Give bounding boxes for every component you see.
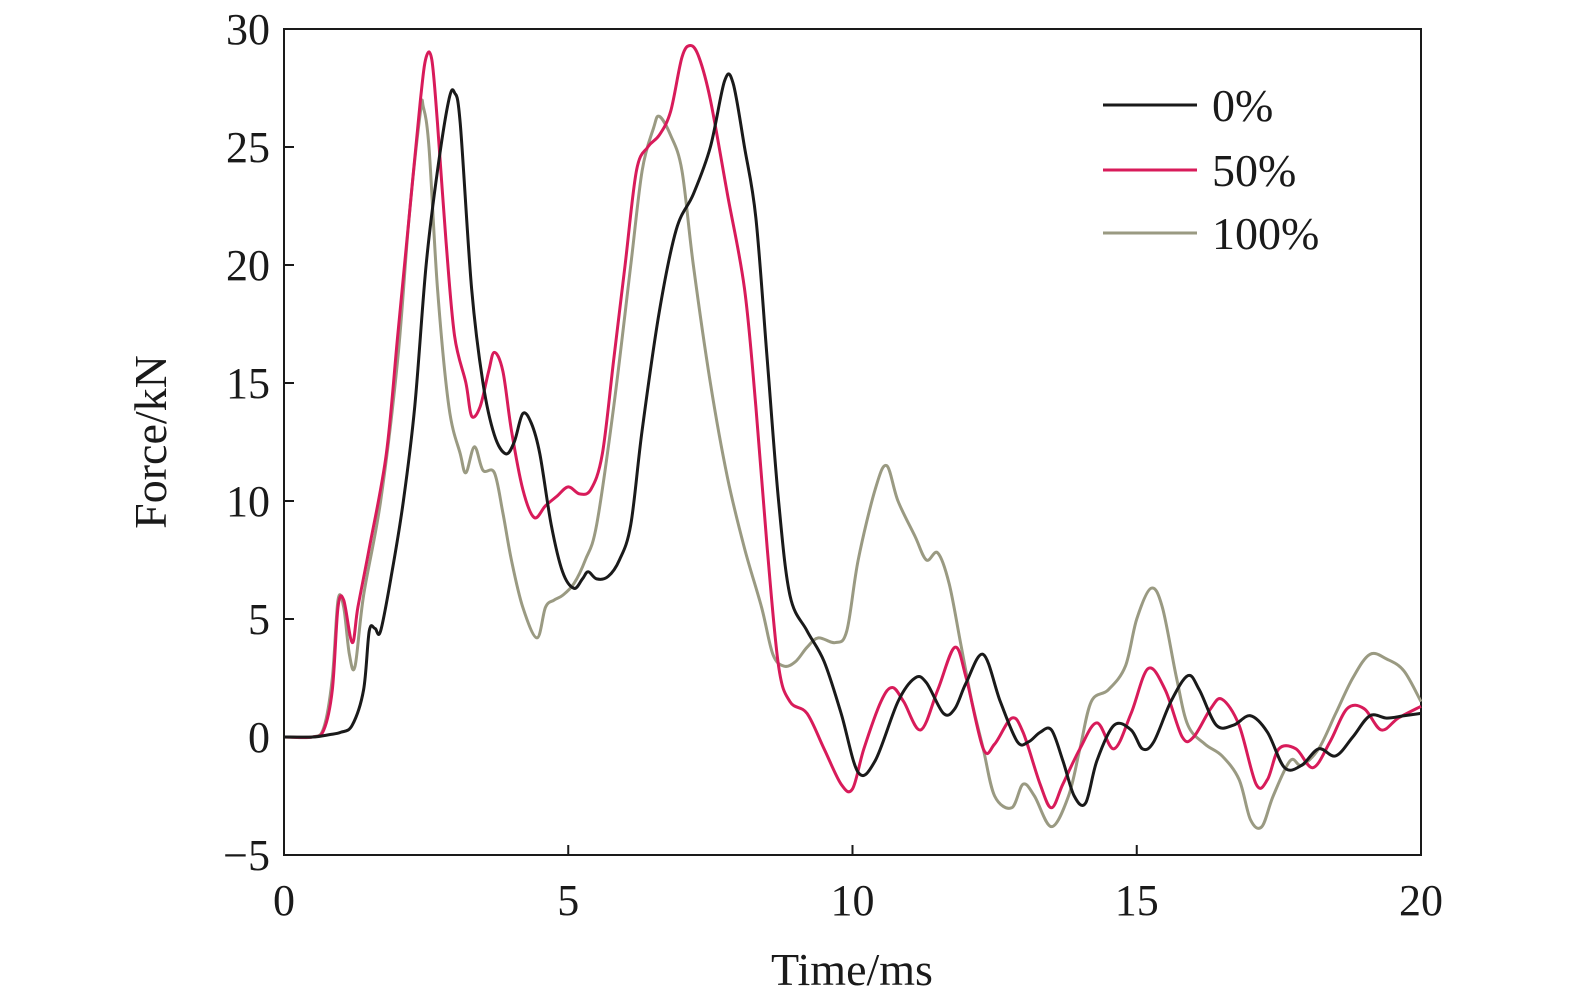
series-line-2 — [283, 98, 1423, 830]
y-axis-label: Force/kN — [125, 355, 176, 529]
legend-label-0: 0% — [1212, 80, 1273, 131]
y-tick-label: 0 — [248, 713, 270, 762]
x-tick-label: 10 — [831, 876, 875, 925]
y-tick-label: 20 — [226, 241, 270, 290]
legend-label-1: 50% — [1212, 145, 1296, 196]
y-tick-label: 10 — [226, 477, 270, 526]
y-tick-label: 25 — [226, 123, 270, 172]
x-tick-label: 0 — [273, 876, 295, 925]
y-tick-label: 30 — [226, 5, 270, 54]
x-axis-label: Time/ms — [771, 944, 933, 995]
y-tick-label: 5 — [248, 595, 270, 644]
legend: 0% 50% 100% — [1103, 80, 1319, 259]
x-tick-label: 5 — [557, 876, 579, 925]
x-axis: 0 5 10 15 20 — [273, 845, 1443, 925]
y-tick-label: −5 — [223, 831, 270, 880]
x-tick-label: 15 — [1115, 876, 1159, 925]
y-axis: −5 0 5 10 15 20 25 30 — [223, 5, 294, 880]
series-line-1 — [283, 44, 1422, 810]
x-tick-label: 20 — [1399, 876, 1443, 925]
series-line-0 — [283, 72, 1422, 807]
legend-label-2: 100% — [1212, 208, 1319, 259]
y-tick-label: 15 — [226, 359, 270, 408]
series-layer — [283, 44, 1423, 830]
